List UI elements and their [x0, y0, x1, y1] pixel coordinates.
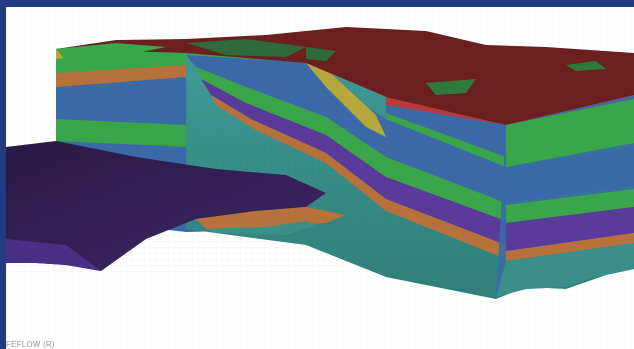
window-frame-left	[0, 0, 6, 349]
model-right-face	[496, 95, 634, 297]
geological-model-render	[6, 7, 634, 349]
watermark-text: FEFLOW (R)	[6, 340, 55, 349]
3d-model-viewport[interactable]	[6, 7, 634, 349]
model-lower-surface	[6, 141, 346, 273]
window-frame-top	[0, 0, 634, 7]
model-top-surface	[56, 27, 634, 125]
